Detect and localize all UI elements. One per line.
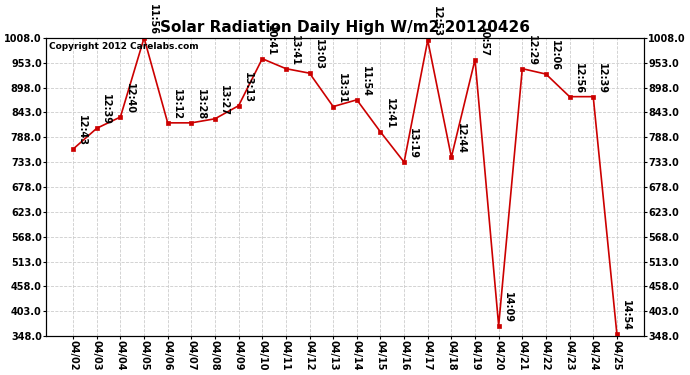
Text: 12:44: 12:44 [455, 123, 466, 154]
Text: 10:57: 10:57 [479, 26, 489, 57]
Text: 13:31: 13:31 [337, 73, 347, 104]
Text: 13:12: 13:12 [172, 89, 182, 120]
Text: 12:06: 12:06 [550, 40, 560, 71]
Text: 13:13: 13:13 [243, 72, 253, 103]
Title: Solar Radiation Daily High W/m2 20120426: Solar Radiation Daily High W/m2 20120426 [160, 20, 530, 35]
Text: 12:39: 12:39 [598, 63, 607, 94]
Text: 12:39: 12:39 [101, 94, 111, 126]
Text: 13:19: 13:19 [408, 128, 418, 159]
Text: 12:29: 12:29 [526, 35, 536, 66]
Text: 13:27: 13:27 [219, 85, 229, 116]
Text: 10:41: 10:41 [266, 25, 277, 56]
Text: 11:56: 11:56 [148, 4, 158, 35]
Text: Copyright 2012 Carelabs.com: Copyright 2012 Carelabs.com [49, 42, 199, 51]
Text: 12:43: 12:43 [77, 115, 88, 146]
Text: 13:03: 13:03 [314, 39, 324, 70]
Text: 14:54: 14:54 [621, 300, 631, 331]
Text: 13:28: 13:28 [195, 89, 206, 120]
Text: 13:41: 13:41 [290, 35, 300, 66]
Text: 12:56: 12:56 [574, 63, 584, 94]
Text: 11:54: 11:54 [361, 66, 371, 97]
Text: 12:41: 12:41 [384, 98, 395, 129]
Text: 14:09: 14:09 [503, 292, 513, 323]
Text: 12:53: 12:53 [432, 6, 442, 38]
Text: 12:40: 12:40 [125, 83, 135, 114]
